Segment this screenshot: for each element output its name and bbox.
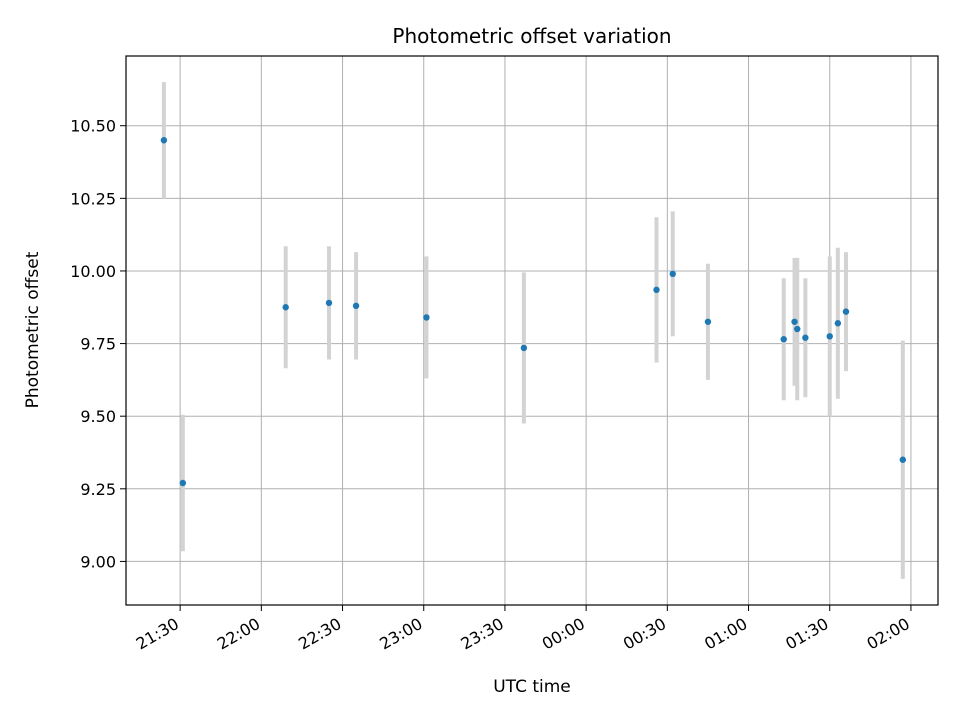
y-tick-label: 10.00 — [70, 262, 116, 281]
data-point — [826, 333, 833, 340]
y-tick-label: 9.75 — [80, 335, 116, 354]
x-axis-title: UTC time — [493, 677, 571, 697]
plot-background — [126, 56, 938, 605]
y-tick-label: 10.25 — [70, 189, 116, 208]
y-tick-label: 9.50 — [80, 407, 116, 426]
plot-frame — [125, 55, 939, 606]
y-tick-label: 9.25 — [80, 480, 116, 499]
data-point — [325, 299, 333, 307]
y-tick-label: 10.50 — [70, 117, 116, 136]
data-points — [160, 137, 907, 487]
y-tick-label: 9.00 — [80, 552, 116, 571]
data-point — [794, 325, 801, 333]
data-point — [899, 456, 907, 463]
data-point — [791, 318, 798, 325]
data-point — [669, 270, 676, 278]
chart-title: Photometric offset variation — [392, 24, 671, 48]
data-point — [834, 320, 842, 327]
data-point — [802, 334, 809, 341]
data-point — [520, 344, 528, 352]
data-point — [160, 137, 168, 144]
data-point — [352, 302, 360, 310]
data-point — [653, 286, 660, 294]
data-point — [423, 314, 430, 321]
grid — [126, 56, 938, 605]
data-point — [179, 479, 187, 487]
data-point — [704, 318, 712, 325]
data-point — [842, 308, 850, 315]
data-point — [780, 336, 787, 343]
y-axis-title: Photometric offset — [23, 251, 43, 408]
data-point — [282, 304, 289, 311]
y-axis: 9.00 9.25 9.50 9.75 10.00 10.25 10.50 — [70, 117, 126, 571]
